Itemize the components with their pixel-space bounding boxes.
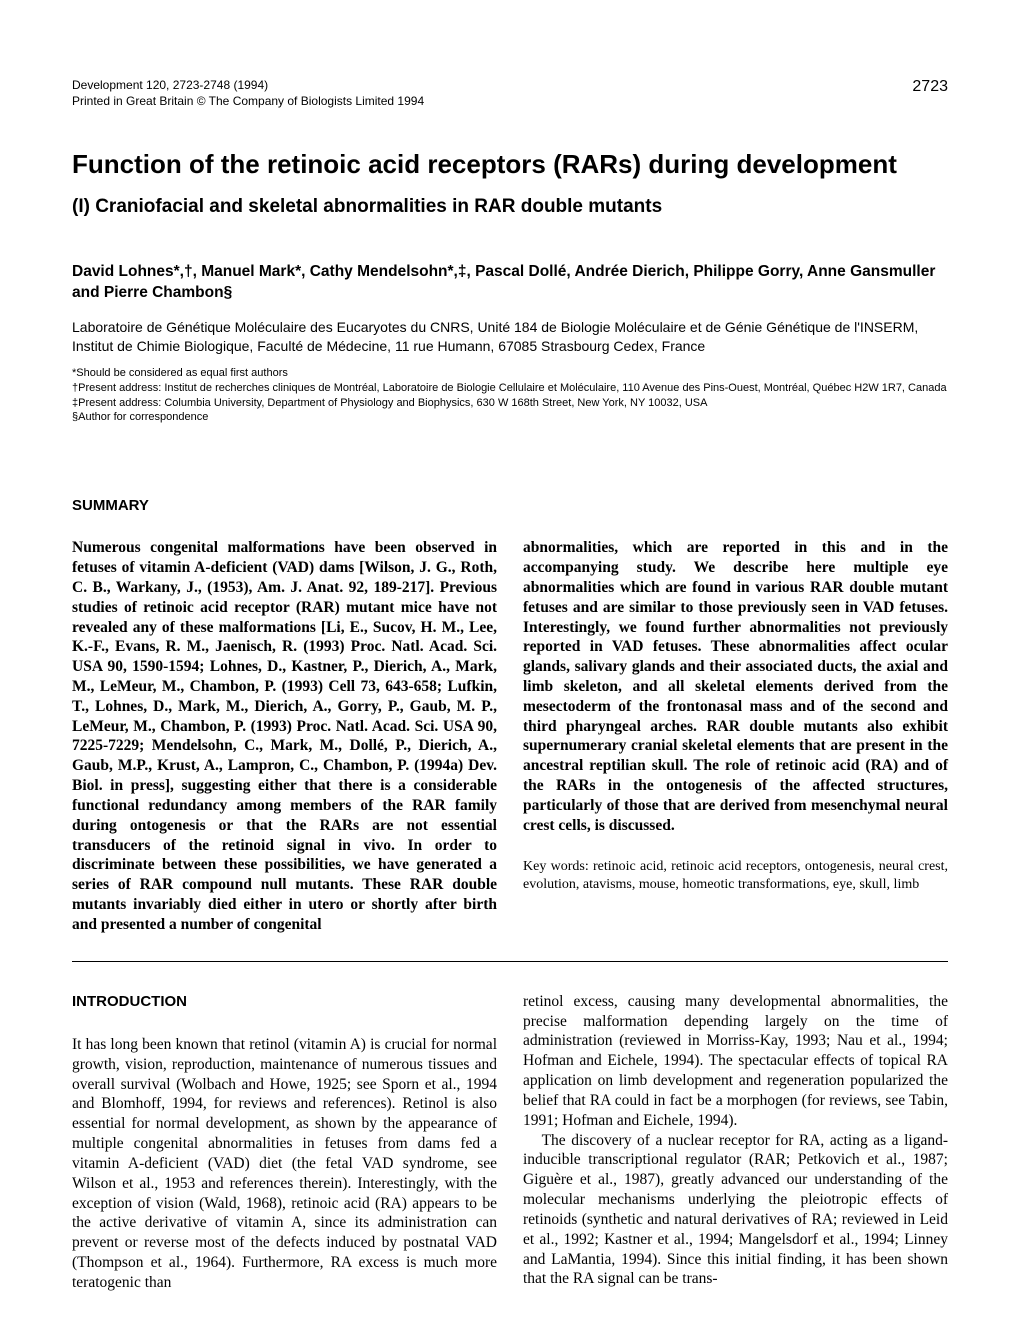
journal-reference: Development 120, 2723-2748 (1994)	[72, 78, 424, 94]
article-title: Function of the retinoic acid receptors …	[72, 149, 948, 180]
affiliation: Laboratoire de Génétique Moléculaire des…	[72, 318, 948, 356]
summary-left-column: Numerous congenital malformations have b…	[72, 538, 497, 935]
summary-right-text: abnormalities, which are reported in thi…	[523, 539, 948, 834]
intro-right-p1: retinol excess, causing many development…	[523, 992, 948, 1131]
summary-columns: Numerous congenital malformations have b…	[72, 538, 948, 935]
print-line: Printed in Great Britain © The Company o…	[72, 94, 424, 110]
intro-right-column: retinol excess, causing many development…	[523, 962, 948, 1293]
footnote-address-2: ‡Present address: Columbia University, D…	[72, 396, 948, 411]
header: Development 120, 2723-2748 (1994) Printe…	[72, 78, 948, 109]
intro-left-text: It has long been known that retinol (vit…	[72, 1035, 497, 1293]
article-subtitle: (I) Craniofacial and skeletal abnormalit…	[72, 196, 948, 218]
summary-right-column: abnormalities, which are reported in thi…	[523, 538, 948, 935]
footnote-address-1: †Present address: Institut de recherches…	[72, 381, 948, 396]
intro-right-p2: The discovery of a nuclear receptor for …	[523, 1131, 948, 1290]
introduction-heading: INTRODUCTION	[72, 992, 497, 1011]
author-list: David Lohnes*,†, Manuel Mark*, Cathy Men…	[72, 262, 948, 304]
keywords: Key words: retinoic acid, retinoic acid …	[523, 858, 948, 894]
intro-left-column: INTRODUCTION It has long been known that…	[72, 962, 497, 1293]
page-number: 2723	[912, 78, 948, 96]
footnote-correspondence: §Author for correspondence	[72, 410, 948, 425]
intro-columns: INTRODUCTION It has long been known that…	[72, 962, 948, 1293]
footnote-equal-authors: *Should be considered as equal first aut…	[72, 366, 948, 381]
summary-heading: SUMMARY	[72, 497, 948, 514]
